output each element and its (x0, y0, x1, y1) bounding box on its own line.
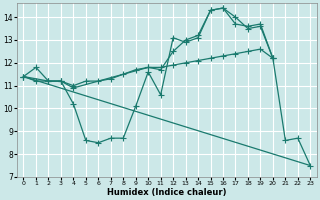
X-axis label: Humidex (Indice chaleur): Humidex (Indice chaleur) (107, 188, 227, 197)
